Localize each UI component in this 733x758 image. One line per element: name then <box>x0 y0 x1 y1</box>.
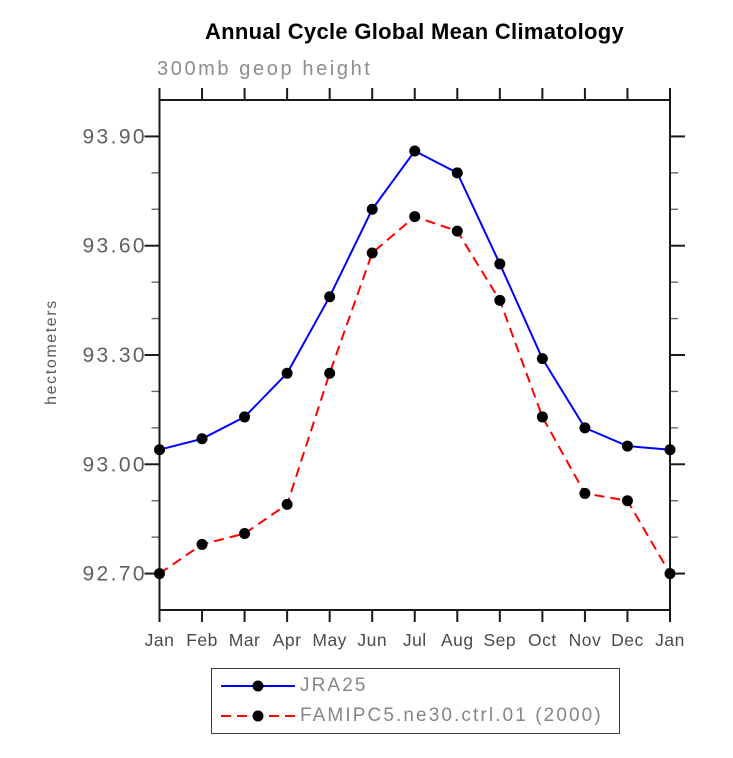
x-tick-label: Jan <box>145 630 175 650</box>
x-tick-label: Jul <box>403 630 427 650</box>
data-point <box>664 568 676 580</box>
legend-line-sample-solid <box>221 680 295 692</box>
y-tick-label: 92.70 <box>82 563 147 586</box>
data-point <box>536 353 548 365</box>
x-tick-label: Nov <box>569 630 602 650</box>
legend-line-sample-dashed <box>221 710 295 722</box>
data-point <box>324 367 336 379</box>
y-tick-label: 93.30 <box>82 344 147 367</box>
data-point <box>451 167 463 179</box>
data-point <box>494 258 506 270</box>
data-point <box>196 433 208 445</box>
x-tick-label: Dec <box>611 630 644 650</box>
legend-marker-dot <box>252 710 264 722</box>
chart-subtitle: 300mb geop height <box>157 58 373 80</box>
x-tick-label: Oct <box>528 630 557 650</box>
data-point <box>366 247 378 259</box>
x-tick-label: Mar <box>229 630 261 650</box>
data-point <box>366 203 378 215</box>
data-point <box>664 444 676 456</box>
data-point <box>281 498 293 510</box>
data-point <box>154 568 165 580</box>
legend-item-famipc5: FAMIPC5.ne30.ctrl.01 (2000) <box>218 702 619 730</box>
data-point <box>579 422 591 434</box>
data-point <box>281 367 293 379</box>
series-line-dashed <box>158 215 671 575</box>
data-point <box>621 495 633 507</box>
x-tick-label: Sep <box>484 630 517 650</box>
data-point <box>409 145 421 157</box>
chart-title: Annual Cycle Global Mean Climatology <box>204 19 625 44</box>
x-tick-label: Jan <box>655 630 685 650</box>
data-point <box>239 411 251 423</box>
x-tick-label: Feb <box>186 630 218 650</box>
x-tick-label: May <box>312 630 347 650</box>
plot-frame <box>158 99 671 611</box>
y-tick-label: 93.00 <box>82 453 147 476</box>
y-tick-label: 93.60 <box>82 235 147 258</box>
data-point <box>451 225 463 237</box>
x-tick-label: Jun <box>357 630 387 650</box>
data-point <box>196 538 208 550</box>
y-tick-label: 93.90 <box>82 125 147 148</box>
data-point <box>536 411 548 423</box>
legend-marker-dot <box>252 680 264 692</box>
data-point <box>239 528 251 539</box>
data-point <box>621 440 633 452</box>
x-tick-label: Aug <box>441 630 474 650</box>
x-tick-label: Apr <box>273 630 302 650</box>
data-point <box>494 294 506 306</box>
legend-item-jra25: JRA25 <box>218 672 619 700</box>
data-point <box>154 444 165 456</box>
data-point <box>579 487 591 499</box>
legend-label-jra25: JRA25 <box>300 674 368 696</box>
series-line-solid <box>159 149 671 451</box>
legend-label-famipc5: FAMIPC5.ne30.ctrl.01 (2000) <box>300 705 603 727</box>
legend: JRA25 FAMIPC5.ne30.ctrl.01 (2000) <box>211 668 620 734</box>
data-point <box>409 211 421 223</box>
data-point <box>324 291 336 303</box>
